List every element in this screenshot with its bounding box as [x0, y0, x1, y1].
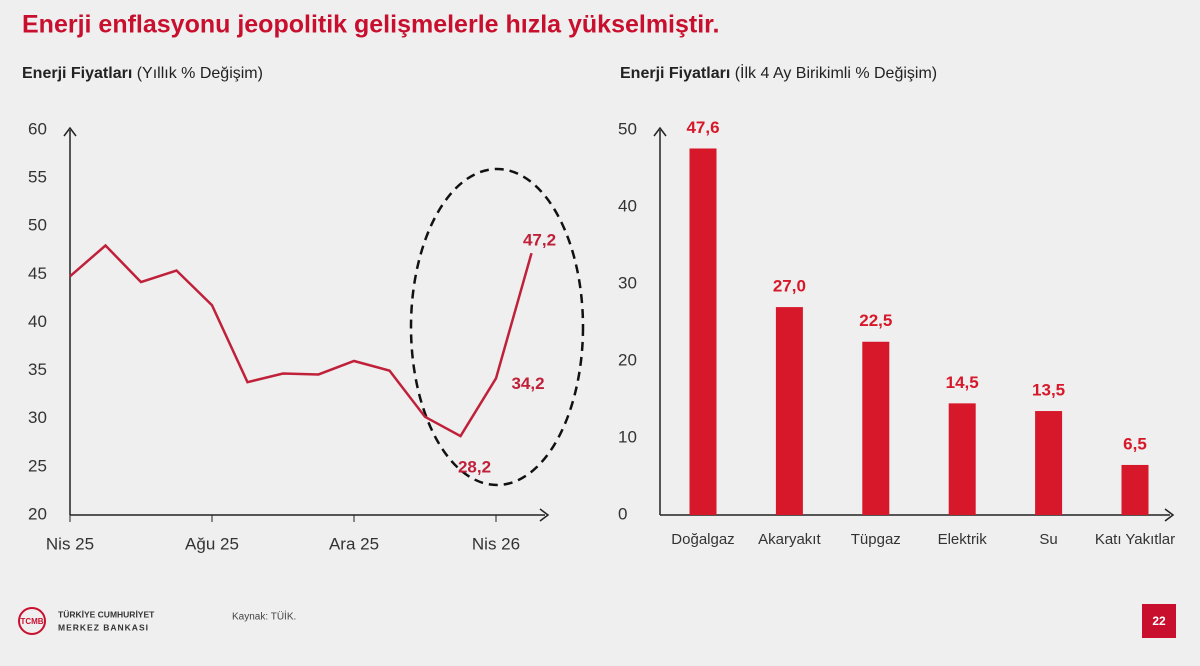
- logo-text: TÜRKİYE CUMHURİYET: [58, 609, 155, 619]
- data-label: 13,5: [1032, 381, 1065, 400]
- chart-subtitle: (İlk 4 Ay Birikimli % Değişim): [735, 63, 937, 82]
- axis-arrow: [1164, 508, 1175, 522]
- y-tick-label: 40: [28, 312, 47, 331]
- highlight-ellipse: [409, 167, 585, 487]
- chart-subtitle: (Yıllık % Değişim): [137, 65, 263, 82]
- data-label: 34,2: [511, 374, 544, 393]
- y-tick-label: 35: [28, 360, 47, 379]
- y-tick-label: 50: [28, 216, 47, 235]
- x-tick-label: Ağu 25: [185, 534, 239, 553]
- bar: [775, 307, 803, 515]
- y-tick-label: 25: [28, 456, 47, 475]
- x-tick-label: Su: [1039, 531, 1058, 548]
- data-label: 27,0: [773, 277, 806, 296]
- data-label: 14,5: [946, 373, 979, 392]
- line-series: [69, 243, 533, 438]
- data-label: 28,2: [458, 458, 491, 477]
- y-tick-label: 40: [618, 196, 637, 215]
- y-tick-label: 20: [28, 504, 47, 523]
- y-tick-label: 30: [618, 273, 637, 292]
- subtitle-line: Enerji Fiyatları (İlk 4 Ay Birikimli % D…: [620, 63, 937, 82]
- logo-ring: [18, 607, 46, 635]
- y-tick-label: 10: [618, 427, 637, 446]
- x-tick-label: Nis 25: [46, 534, 94, 553]
- page-number: 22: [1152, 614, 1166, 628]
- data-label: 6,5: [1123, 434, 1147, 453]
- bar: [948, 403, 976, 515]
- bar: [862, 341, 890, 515]
- y-tick-label: 60: [28, 119, 47, 138]
- x-tick-label: Tüpgaz: [850, 531, 901, 548]
- y-tick-label: 30: [28, 408, 47, 427]
- x-tick-label: Elektrik: [937, 531, 987, 548]
- slide-title: Enerji enflasyonu jeopolitik gelişmelerl…: [22, 11, 719, 39]
- y-tick-label: 0: [618, 504, 627, 523]
- source: Kaynak: TÜİK.: [232, 610, 296, 623]
- bar: [1035, 411, 1063, 515]
- logo-text: MERKEZ BANKASI: [58, 622, 149, 632]
- y-tick-label: 45: [28, 264, 47, 283]
- x-tick-label: Nis 26: [472, 534, 520, 553]
- y-tick-label: 20: [618, 350, 637, 369]
- axis-arrow: [63, 126, 77, 137]
- x-tick-label: Katı Yakıtlar: [1094, 531, 1176, 548]
- axis-arrow: [539, 508, 550, 522]
- axis-arrow: [653, 126, 667, 137]
- subtitle-line: Enerji Fiyatları (Yıllık % Değişim): [22, 65, 263, 82]
- x-tick-label: Akaryakıt: [758, 531, 821, 548]
- data-label: 22,5: [859, 311, 892, 330]
- data-label: 47,2: [523, 231, 556, 250]
- page-badge: [1142, 604, 1176, 638]
- chart-title: Enerji Fiyatları: [620, 65, 730, 82]
- bar: [689, 148, 717, 516]
- y-tick-label: 50: [618, 119, 637, 138]
- logo-mark: TCMB: [20, 617, 43, 626]
- x-tick-label: Doğalgaz: [671, 531, 735, 548]
- chart-title: Enerji Fiyatları: [22, 65, 132, 82]
- x-tick-label: Ara 25: [329, 534, 379, 553]
- data-label: 47,6: [686, 118, 719, 137]
- y-tick-label: 55: [28, 168, 47, 187]
- bar: [1121, 464, 1149, 515]
